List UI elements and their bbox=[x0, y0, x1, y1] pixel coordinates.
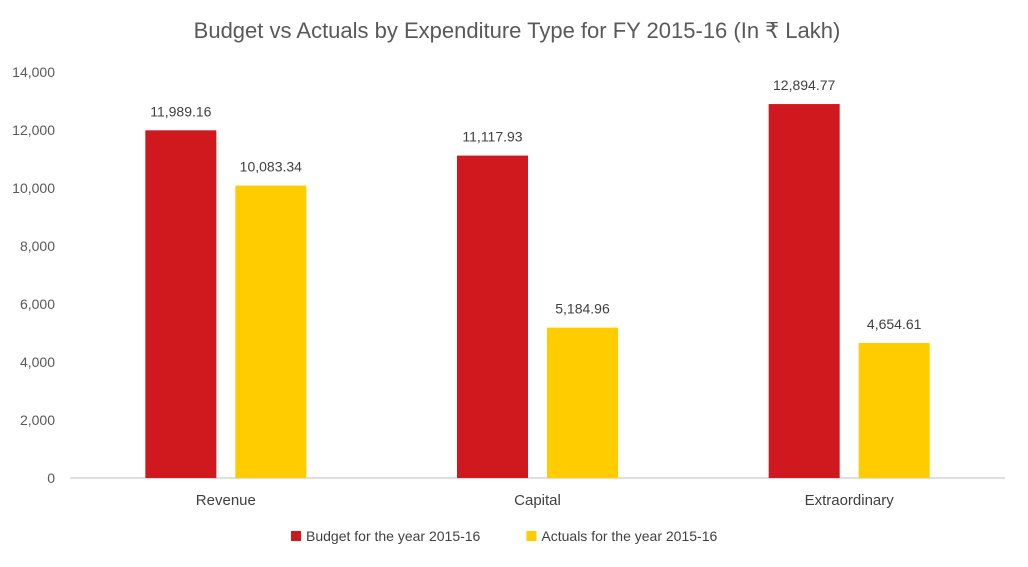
y-tick-label: 2,000 bbox=[20, 412, 55, 428]
bars-group bbox=[145, 104, 930, 479]
y-tick-label: 4,000 bbox=[20, 354, 55, 370]
y-tick-label: 10,000 bbox=[12, 180, 55, 196]
y-tick-label: 12,000 bbox=[12, 122, 55, 138]
legend-item: Actuals for the year 2015-16 bbox=[526, 528, 717, 544]
bar-extraordinary-budget bbox=[768, 104, 840, 478]
data-label: 10,083.34 bbox=[240, 159, 302, 175]
legend: Budget for the year 2015-16 Actuals for t… bbox=[291, 528, 717, 544]
legend-swatch bbox=[526, 531, 537, 541]
bar-revenue-actuals bbox=[235, 185, 307, 479]
legend-item: Budget for the year 2015-16 bbox=[291, 528, 481, 544]
data-label: 11,117.93 bbox=[462, 129, 522, 145]
data-label: 12,894.77 bbox=[773, 77, 835, 93]
bar-extraordinary-actuals bbox=[858, 343, 930, 478]
data-labels-group: 11,989.16 10,083.34 11,117.93 5,184.96 12,89… bbox=[150, 77, 921, 332]
y-tick-label: 8,000 bbox=[20, 238, 55, 254]
legend-label: Actuals for the year 2015-16 bbox=[541, 528, 717, 544]
bar-revenue-budget bbox=[145, 130, 217, 478]
bar-capital-actuals bbox=[547, 327, 618, 478]
y-tick-label: 14,000 bbox=[12, 64, 55, 80]
x-tick-label: Extraordinary bbox=[805, 492, 895, 509]
x-axis: Revenue Capital Extraordinary bbox=[196, 492, 894, 509]
data-label: 4,654.61 bbox=[867, 316, 922, 332]
chart-title: Budget vs Actuals by Expenditure Type fo… bbox=[194, 18, 841, 43]
y-axis: 0 2,000 4,000 6,000 8,000 10,000 12,000 14,000 bbox=[12, 64, 55, 486]
legend-label: Budget for the year 2015-16 bbox=[306, 528, 481, 544]
x-tick-label: Capital bbox=[514, 492, 561, 509]
data-label: 5,184.96 bbox=[555, 301, 610, 317]
legend-swatch bbox=[291, 531, 301, 541]
x-tick-label: Revenue bbox=[196, 492, 256, 509]
y-tick-label: 0 bbox=[47, 470, 55, 486]
bar-capital-budget bbox=[457, 155, 528, 479]
y-tick-label: 6,000 bbox=[20, 296, 55, 312]
data-label: 11,989.16 bbox=[150, 103, 211, 119]
